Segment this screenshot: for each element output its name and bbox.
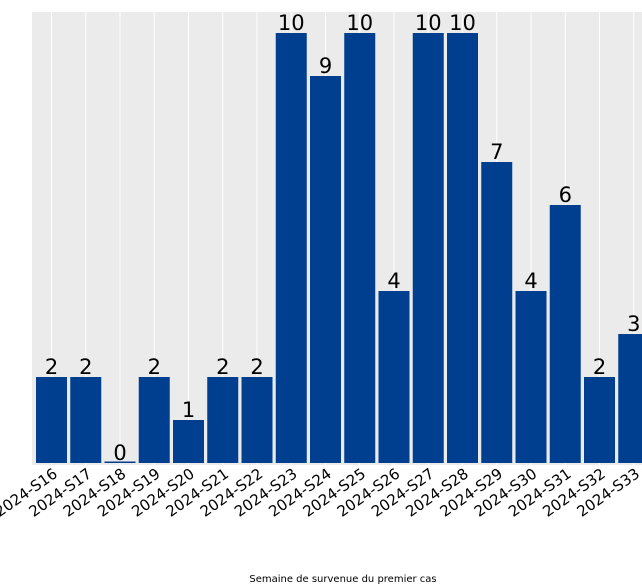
bar-2024-S25 bbox=[344, 33, 376, 463]
bar-2024-S17 bbox=[70, 377, 102, 463]
data-label-2024-S17: 2 bbox=[79, 355, 92, 379]
data-label-2024-S16: 2 bbox=[45, 355, 58, 379]
data-label-2024-S33: 3 bbox=[627, 312, 640, 336]
x-tick-labels: 2024-S162024-S172024-S182024-S192024-S20… bbox=[0, 465, 642, 521]
data-label-2024-S28: 10 bbox=[449, 11, 476, 35]
bar-2024-S28 bbox=[447, 33, 478, 463]
data-label-2024-S32: 2 bbox=[593, 355, 606, 379]
x-axis-title: Semaine de survenue du premier cas bbox=[249, 574, 436, 585]
bar-2024-S33 bbox=[618, 334, 642, 463]
data-label-2024-S24: 9 bbox=[319, 54, 332, 78]
bar-2024-S21 bbox=[207, 377, 239, 463]
data-label-2024-S18: 0 bbox=[113, 441, 126, 465]
data-label-2024-S25: 10 bbox=[346, 11, 373, 35]
bar-2024-S19 bbox=[138, 377, 170, 463]
bar-2024-S26 bbox=[378, 291, 410, 463]
bars bbox=[36, 33, 642, 463]
bar-2024-S20 bbox=[173, 420, 204, 463]
data-label-2024-S26: 4 bbox=[387, 269, 400, 293]
data-label-2024-S23: 10 bbox=[278, 11, 305, 35]
bar-2024-S27 bbox=[412, 33, 444, 463]
bar-2024-S22 bbox=[241, 377, 273, 463]
bar-2024-S29 bbox=[481, 162, 513, 463]
data-label-2024-S30: 4 bbox=[524, 269, 537, 293]
bar-2024-S16 bbox=[36, 377, 67, 463]
bar-2024-S23 bbox=[275, 33, 307, 463]
data-label-2024-S31: 6 bbox=[559, 183, 572, 207]
data-label-2024-S29: 7 bbox=[490, 140, 503, 164]
bar-2024-S30 bbox=[515, 291, 547, 463]
data-label-2024-S27: 10 bbox=[415, 11, 442, 35]
bar-2024-S24 bbox=[310, 76, 341, 463]
bar-2024-S32 bbox=[584, 377, 615, 463]
data-label-2024-S22: 2 bbox=[250, 355, 263, 379]
data-label-2024-S19: 2 bbox=[148, 355, 161, 379]
data-label-2024-S20: 1 bbox=[182, 398, 195, 422]
data-label-2024-S21: 2 bbox=[216, 355, 229, 379]
bar-2024-S18 bbox=[104, 461, 136, 463]
bar-2024-S31 bbox=[549, 205, 581, 463]
